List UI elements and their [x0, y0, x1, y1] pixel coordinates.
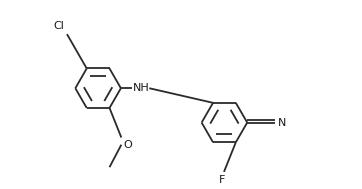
Text: Cl: Cl — [53, 21, 64, 31]
Text: O: O — [123, 139, 132, 149]
Text: NH: NH — [133, 83, 150, 93]
Text: N: N — [278, 118, 286, 128]
Text: F: F — [219, 175, 225, 185]
